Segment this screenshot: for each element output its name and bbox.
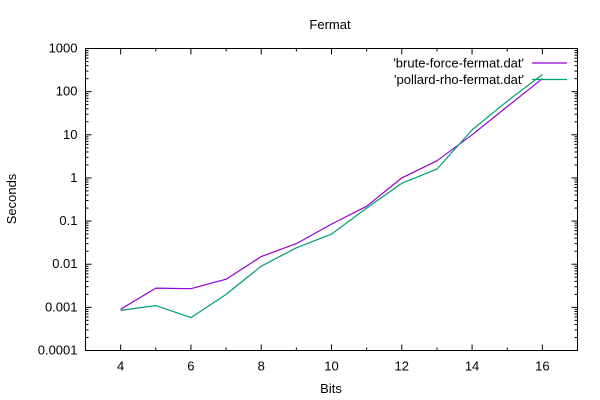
y-axis-label: Seconds — [4, 173, 19, 224]
plot-frame — [85, 48, 578, 351]
series-line-1 — [120, 78, 543, 310]
x-tick-label: 4 — [117, 359, 124, 374]
series-group — [120, 74, 543, 319]
y-tick-label: 0.0001 — [38, 343, 78, 358]
x-tick-label: 8 — [258, 359, 265, 374]
y-tick-label: 0.1 — [59, 213, 77, 228]
axis-ticks: 4 6 8 10 12 14 16 0.0001 0.001 0.01 0.1 1 10 100 1000 — [38, 41, 578, 374]
y-tick-label: 100 — [56, 84, 78, 99]
legend-label-2: 'pollard-rho-fermat.dat' — [394, 72, 524, 87]
x-tick-label: 12 — [395, 359, 409, 374]
chart-title: Fermat — [309, 17, 351, 32]
x-tick-label: 16 — [535, 359, 549, 374]
y-tick-label: 1 — [70, 170, 77, 185]
x-tick-label: 6 — [187, 359, 194, 374]
x-tick-label: 10 — [324, 359, 338, 374]
x-tick-label: 14 — [465, 359, 479, 374]
y-tick-label: 10 — [63, 127, 77, 142]
y-tick-label: 0.01 — [52, 256, 77, 271]
y-tick-label: 1000 — [49, 41, 78, 56]
legend: 'brute-force-fermat.dat''pollard-rho-fer… — [393, 56, 567, 87]
y-tick-label: 0.001 — [45, 299, 78, 314]
series-line-2 — [120, 74, 543, 319]
x-axis-label: Bits — [320, 381, 342, 396]
legend-label-1: 'brute-force-fermat.dat' — [393, 56, 524, 71]
